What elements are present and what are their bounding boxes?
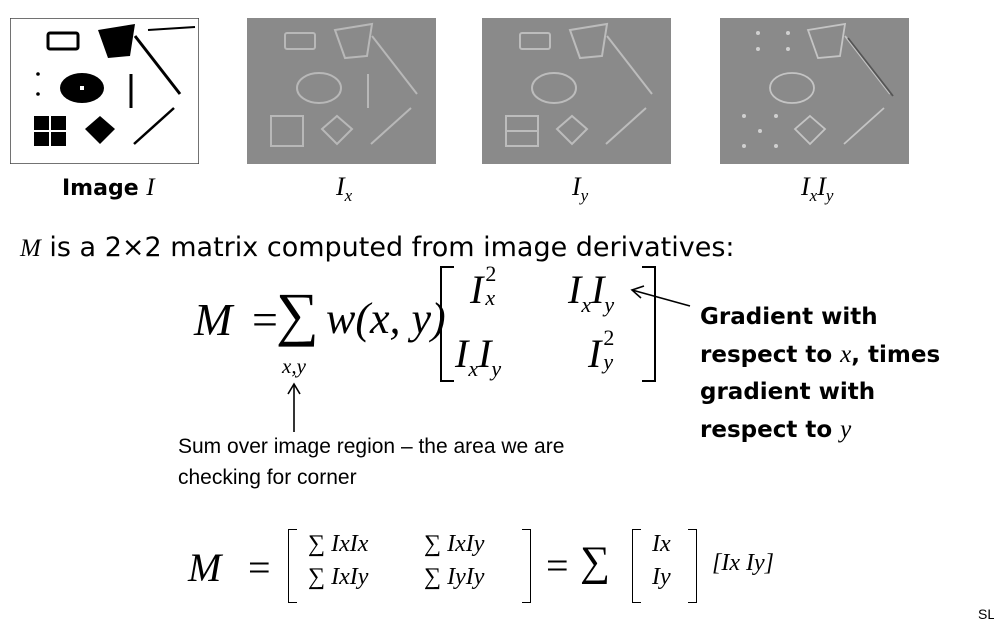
eq2-a12: ∑ IxIy	[424, 531, 485, 557]
caption-ixiy-sub-1: x	[809, 186, 818, 206]
eq1-m21a: I	[455, 331, 469, 376]
eq1-m12b: I	[591, 267, 605, 312]
gradient-var-x: x	[840, 341, 852, 368]
eq2-a11: ∑ IxIx	[308, 531, 369, 557]
eq2-vector-bracket-left	[632, 529, 641, 603]
slide-mark: SL	[978, 606, 994, 622]
eq1-bracket-left	[440, 266, 454, 382]
eq1-sum-index: x,y	[282, 354, 306, 378]
sum-line-2: checking for corner	[178, 466, 357, 489]
eq1-equals: =	[252, 294, 278, 345]
eq1-m21b: I	[478, 331, 492, 376]
iy-derivative-panel	[481, 18, 672, 164]
gradient-var-y: y	[840, 416, 852, 443]
gradient-annotation: Gradient with respect to x, times gradie…	[700, 299, 940, 449]
sum-annotation: Sum over image region – the area we are …	[178, 431, 564, 493]
gradient-line-2: respect to x, times	[700, 336, 940, 374]
gradient-line-4-prefix: respect to	[700, 417, 841, 443]
eq1-m21b-sub: y	[491, 356, 502, 381]
caption-iy-sub: y	[580, 186, 589, 206]
eq1-m11-sup: 2	[485, 261, 497, 286]
eq2-row-vector: [Ix Iy]	[712, 550, 774, 576]
eq1-m12a: I	[568, 267, 582, 312]
eq1-lhs: M	[194, 294, 233, 345]
intro-line: M is a 2×2 matrix computed from image de…	[20, 232, 735, 263]
caption-ix-sub: x	[344, 186, 353, 206]
eq2-bracket-right	[522, 529, 531, 603]
gradient-line-4: respect to y	[700, 411, 940, 449]
sum-line-1: Sum over image region – the area we are	[178, 435, 565, 458]
caption-ix: Ix	[336, 172, 352, 206]
eq1-m21a-sub: x	[468, 356, 479, 381]
intro-text: is a 2×2 matrix computed from image deri…	[40, 232, 735, 263]
eq2-sum: ∑	[580, 539, 610, 585]
eq2-v1: Ix	[652, 531, 671, 557]
caption-image-prefix: Image	[62, 176, 147, 201]
eq1-m22-base: I	[588, 331, 602, 376]
caption-ixiy-symbol-2: I	[817, 172, 826, 201]
eq1-m12b-sub: y	[604, 292, 615, 317]
ix-derivative-panel	[246, 18, 437, 164]
gradient-line-3: gradient with	[700, 379, 876, 405]
caption-ixiy: IxIy	[801, 172, 833, 206]
eq2-bracket-left	[288, 529, 297, 603]
gradient-line-2-suffix: , times	[851, 342, 941, 368]
eq1-m11-base: I	[470, 267, 484, 312]
caption-ixiy-sub-2: y	[825, 186, 834, 206]
eq1-m12a-sub: x	[581, 292, 592, 317]
gradient-line-1: Gradient with	[700, 304, 878, 330]
eq2-a22: ∑ IyIy	[424, 564, 485, 590]
caption-ixiy-symbol-1: I	[801, 172, 810, 201]
eq1-sum: ∑	[276, 281, 319, 347]
eq1-m22-sub: y	[603, 349, 614, 374]
caption-iy-symbol: I	[572, 172, 581, 201]
eq1-bracket-right	[642, 266, 656, 382]
eq1-weight: w(x, y)	[326, 294, 446, 343]
caption-image-symbol: I	[146, 174, 155, 201]
ixiy-product-panel	[718, 18, 911, 164]
sum-arrow	[287, 382, 301, 432]
eq1-m11-sub: x	[485, 285, 496, 310]
eq1-m22-sup: 2	[603, 325, 615, 350]
intro-symbol: M	[20, 235, 41, 262]
gradient-arrow	[630, 285, 691, 307]
original-image-panel	[10, 18, 199, 164]
eq2-equals-2: =	[546, 543, 569, 588]
eq1-m21: IxIy	[455, 330, 501, 382]
caption-image: Image I	[62, 174, 155, 202]
caption-ix-symbol: I	[336, 172, 345, 201]
eq2-v2: Iy	[652, 564, 671, 590]
eq2-lhs: M	[188, 545, 222, 590]
gradient-line-2-prefix: respect to	[700, 342, 841, 368]
caption-iy: Iy	[572, 172, 588, 206]
eq2-equals: =	[248, 545, 271, 590]
eq2-vector-bracket-right	[688, 529, 697, 603]
eq1-m12: IxIy	[568, 266, 614, 318]
eq2-a21: ∑ IxIy	[308, 564, 369, 590]
